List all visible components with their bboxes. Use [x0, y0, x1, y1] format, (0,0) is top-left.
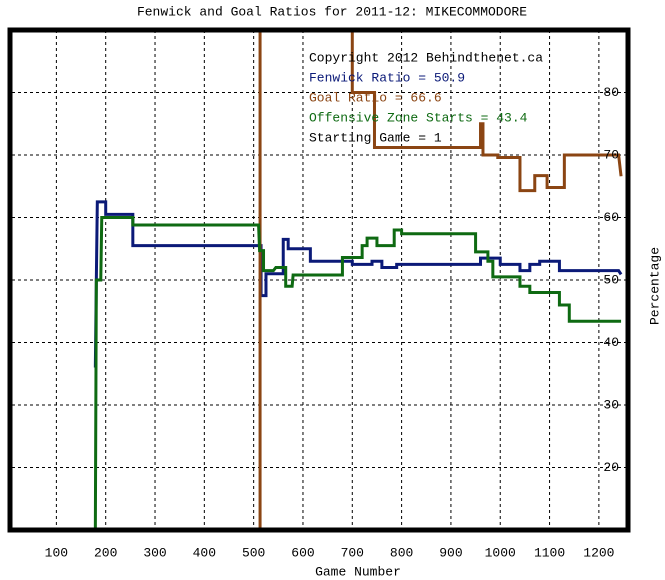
- x-tick-label: 700: [341, 545, 364, 560]
- x-tick-label: 400: [193, 545, 216, 560]
- legend-entry: Goal Ratio = 66.6: [309, 90, 442, 105]
- labels: 100 200 300 400 500 600 700 800 900 1000 1100 1200 2…: [45, 50, 619, 560]
- legend-entry: Offensive Zone Starts = 43.4: [309, 110, 528, 125]
- x-tick-label: 300: [143, 545, 166, 560]
- x-tick-label: 100: [45, 545, 68, 560]
- legend-entry: Fenwick Ratio = 50.9: [309, 70, 465, 85]
- y-tick-label: 40: [603, 335, 619, 350]
- x-tick-label: 500: [242, 545, 265, 560]
- x-tick-label: 800: [390, 545, 413, 560]
- annotation: Starting Game = 1: [309, 130, 442, 145]
- x-tick-label: 1200: [583, 545, 614, 560]
- x-tick-label: 200: [94, 545, 117, 560]
- series-line: [93, 216, 622, 528]
- y-tick-label: 70: [603, 147, 619, 162]
- series-line: [258, 32, 623, 528]
- grid: [12, 30, 626, 530]
- x-axis-label: Game Number: [315, 564, 401, 579]
- plot-lines: [93, 32, 623, 528]
- annotation: Copyright 2012 Behindthenet.ca: [309, 50, 543, 65]
- series-line: [93, 200, 623, 368]
- y-tick-label: 30: [603, 397, 619, 412]
- y-axis-label: Percentage: [647, 247, 662, 325]
- x-tick-label: 900: [439, 545, 462, 560]
- chart-title: Fenwick and Goal Ratios for 2011-12: MIK…: [137, 4, 527, 19]
- plot-frame: [7, 27, 631, 533]
- x-tick-label: 1100: [534, 545, 565, 560]
- y-tick-label: 50: [603, 272, 619, 287]
- y-tick-label: 80: [603, 85, 619, 100]
- y-tick-label: 20: [603, 460, 619, 475]
- y-tick-label: 60: [603, 210, 619, 225]
- x-tick-label: 1000: [485, 545, 516, 560]
- x-tick-label: 600: [291, 545, 314, 560]
